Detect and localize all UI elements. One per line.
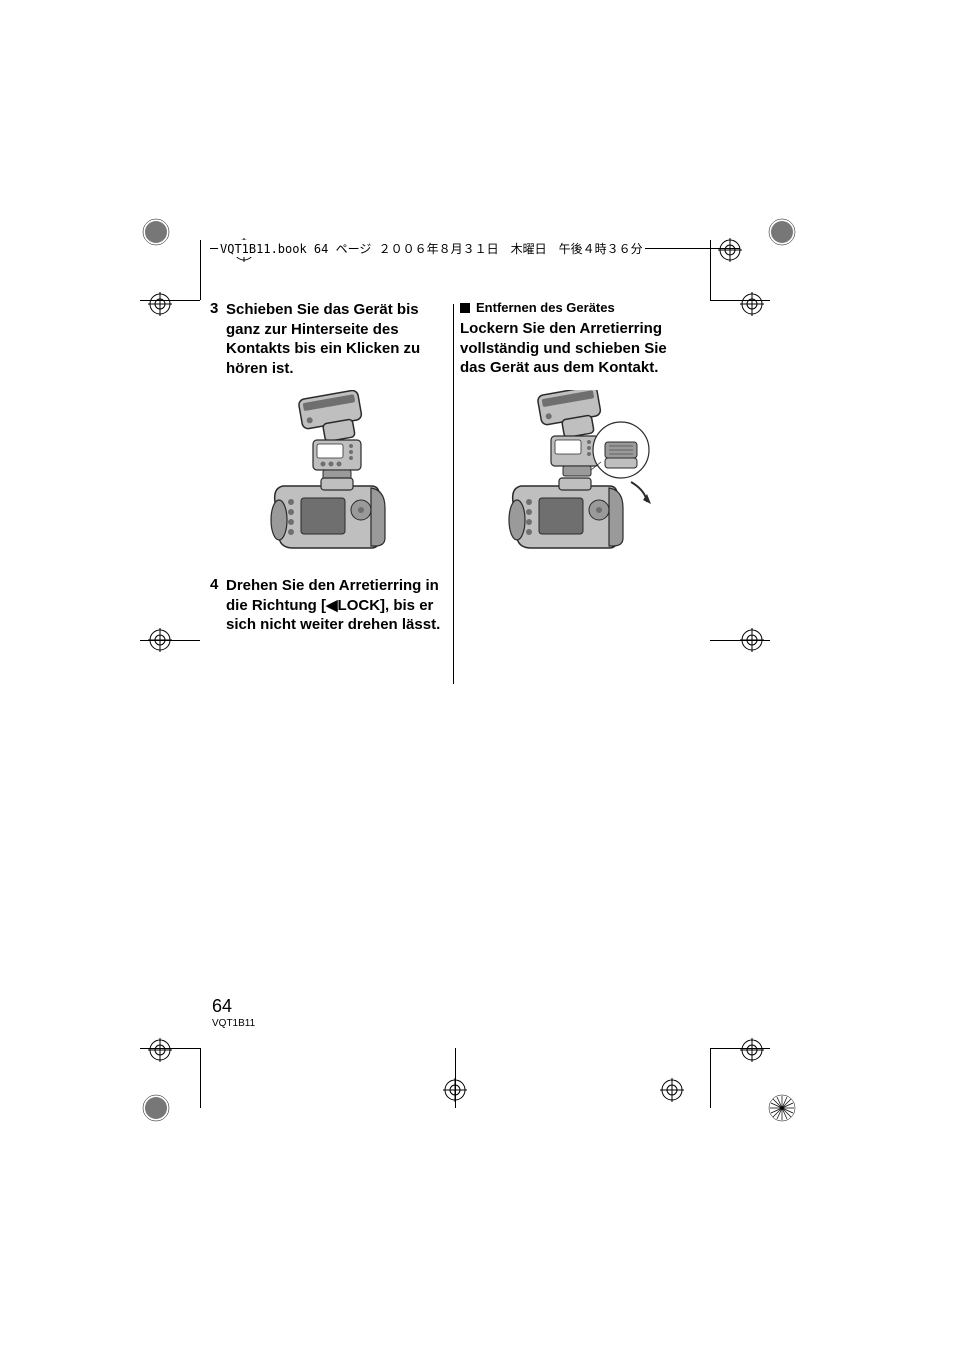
registration-mark-icon (148, 292, 172, 316)
registration-mark-icon (718, 238, 742, 262)
doc-code: VQT1B11 (212, 1018, 255, 1029)
registration-color-icon (142, 1094, 170, 1122)
sub-heading-text: Entfernen des Gerätes (476, 300, 615, 315)
registration-mark-icon (660, 1078, 684, 1102)
step-3: 3 Schieben Sie das Gerät bis ganz zur Hi… (210, 300, 445, 378)
header-text: VQT1B11.book 64 ページ ２００６年８月３１日 木曜日 午後４時３… (218, 240, 645, 257)
step-number: 3 (210, 300, 226, 378)
right-column: Entfernen des Gerätes Lockern Sie den Ar… (460, 300, 695, 576)
page-number: 64 (212, 996, 232, 1017)
registration-mark-icon (740, 628, 764, 652)
body-text: Lockern Sie den Arretierring vollständig… (460, 319, 695, 378)
step-text: Schieben Sie das Gerät bis ganz zur Hint… (226, 300, 445, 378)
registration-mark-icon (148, 1038, 172, 1062)
sub-heading: Entfernen des Gerätes (460, 300, 695, 315)
crop-line (710, 1048, 711, 1108)
registration-color-icon (768, 218, 796, 246)
registration-mark-icon (148, 628, 172, 652)
crop-line (710, 240, 711, 300)
crop-line (200, 240, 201, 300)
column-divider (453, 304, 454, 684)
registration-mark-icon (443, 1078, 467, 1102)
step-4: 4 Drehen Sie den Arretierring in die Ric… (210, 576, 445, 635)
step-text: Drehen Sie den Arretierring in die Richt… (226, 576, 445, 635)
bullet-square-icon (460, 303, 470, 313)
step-number: 4 (210, 576, 226, 635)
registration-radial-icon (768, 1094, 796, 1122)
left-column: 3 Schieben Sie das Gerät bis ganz zur Hi… (210, 300, 445, 647)
registration-mark-icon (740, 292, 764, 316)
registration-color-icon (142, 218, 170, 246)
camera-flash-remove-illustration (493, 390, 663, 560)
registration-mark-icon (740, 1038, 764, 1062)
crop-line (200, 1048, 201, 1108)
camera-flash-illustration (243, 390, 413, 560)
